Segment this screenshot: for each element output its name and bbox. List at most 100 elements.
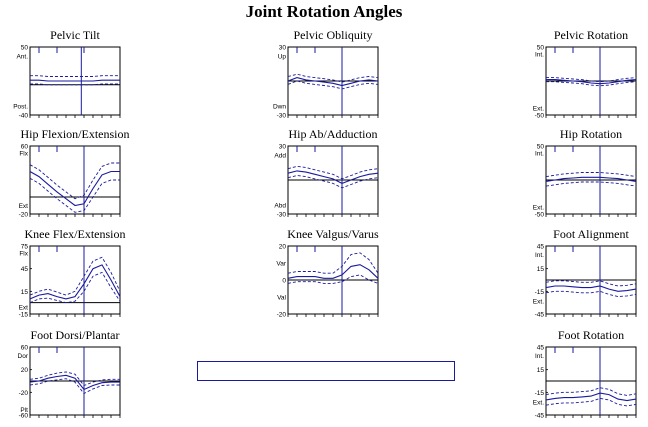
hip-flexion-chart: Hip Flexion/Extension 60 -20 Flx Ext xyxy=(19,127,130,219)
pelvic-obliquity-title: Pelvic Obliquity xyxy=(294,28,373,42)
knee-valgus-ytick-2: -20 xyxy=(277,312,287,319)
hip-flexion-mean-line xyxy=(29,170,120,207)
pelvic-obliquity-upper-band xyxy=(287,73,379,83)
hip-rotation-ylabel-0: Int. xyxy=(535,150,544,157)
foot-dorsi-ytick-2: -20 xyxy=(19,390,29,397)
foot-alignment-mean-line xyxy=(545,285,637,292)
foot-alignment-ylabel-1: Ext. xyxy=(533,299,544,306)
hip-rotation-ytick-0: 50 xyxy=(537,144,545,151)
pelvic-tilt-ytick-1: -40 xyxy=(19,113,29,120)
foot-rotation-title: Foot Rotation xyxy=(558,328,624,342)
hip-flexion-ylabel-0: Flx xyxy=(19,150,28,157)
hip-rotation-upper-band xyxy=(545,172,637,178)
hip-abduction-ytick-1: -30 xyxy=(277,212,287,219)
pelvic-rotation-title: Pelvic Rotation xyxy=(554,28,628,42)
foot-dorsi-title: Foot Dorsi/Plantar xyxy=(31,328,120,342)
pelvic-tilt-ylabel-0: Ant. xyxy=(16,54,28,61)
pelvic-tilt-lower-band xyxy=(30,83,120,86)
foot-dorsi-ylabel-0: Dor xyxy=(18,353,29,360)
pelvic-tilt-chart: Pelvic Tilt 50 -40 Ant. Post. xyxy=(13,28,121,120)
hip-rotation-chart: Hip Rotation 50 -50 Int. Ext. xyxy=(533,127,637,219)
empty-text-box xyxy=(197,361,455,381)
foot-dorsi-ytick-1: 20 xyxy=(21,367,29,374)
knee-flexion-lower-band xyxy=(29,271,121,304)
pelvic-obliquity-ylabel-0: Up xyxy=(278,54,287,61)
foot-rotation-ylabel-1: Ext. xyxy=(533,400,544,407)
foot-rotation-ytick-0: 45 xyxy=(537,345,545,352)
pelvic-rotation-ylabel-0: Int. xyxy=(535,51,544,58)
foot-alignment-ytick-0: 45 xyxy=(537,244,545,251)
hip-abduction-title: Hip Ab/Adduction xyxy=(289,127,378,141)
knee-flexion-ytick-0: 75 xyxy=(21,244,29,251)
pelvic-rotation-ytick-1: -50 xyxy=(535,113,545,120)
knee-valgus-lower-band xyxy=(287,274,379,284)
knee-flexion-title: Knee Flex/Extension xyxy=(25,227,126,241)
foot-alignment-ylabel-0: Int. xyxy=(535,252,544,259)
foot-rotation-ytick-3: -45 xyxy=(535,413,545,420)
foot-alignment-lower-band xyxy=(545,290,637,298)
hip-abduction-ylabel-0: Add xyxy=(274,153,286,160)
foot-dorsi-ylabel-1: Plt xyxy=(20,407,28,414)
page-title: Joint Rotation Angles xyxy=(245,2,403,21)
hip-abduction-mean-line xyxy=(287,170,379,184)
foot-alignment-ytick-1: 15 xyxy=(537,266,545,273)
knee-flexion-ytick-2: 15 xyxy=(21,289,29,296)
pelvic-obliquity-ytick-0: 30 xyxy=(279,45,287,52)
pelvic-tilt-upper-band xyxy=(30,75,120,77)
knee-valgus-ytick-0: 20 xyxy=(279,244,287,251)
pelvic-tilt-title: Pelvic Tilt xyxy=(50,28,100,42)
foot-dorsi-ytick-3: -60 xyxy=(19,413,29,420)
knee-flexion-ylabel-1: Ext xyxy=(19,305,29,312)
pelvic-rotation-chart: Pelvic Rotation 50 -50 Int. Ext. xyxy=(533,28,637,120)
hip-flexion-lower-band xyxy=(29,177,120,213)
foot-rotation-ylabel-0: Int. xyxy=(535,353,544,360)
foot-dorsi-mean-line xyxy=(29,374,120,391)
hip-abduction-upper-band xyxy=(287,165,379,180)
foot-dorsi-lower-band xyxy=(29,378,120,395)
foot-rotation-chart: Foot Rotation 45 15 -15 -45 Int. Ext. xyxy=(533,328,637,420)
foot-alignment-ytick-2: -15 xyxy=(535,289,545,296)
foot-dorsi-upper-band xyxy=(29,371,120,387)
foot-rotation-upper-band xyxy=(545,387,637,396)
hip-rotation-ylabel-1: Ext. xyxy=(533,205,544,212)
pelvic-obliquity-chart: Pelvic Obliquity 30 -30 Up Dwn xyxy=(273,28,379,120)
foot-rotation-ytick-1: 15 xyxy=(537,367,545,374)
hip-rotation-lower-band xyxy=(545,181,637,187)
pelvic-tilt-ytick-0: 50 xyxy=(21,45,29,52)
foot-alignment-upper-band xyxy=(545,280,637,287)
foot-rotation-ytick-2: -15 xyxy=(535,390,545,397)
knee-valgus-upper-band xyxy=(287,252,379,274)
pelvic-rotation-lower-band xyxy=(546,81,637,87)
hip-abduction-ytick-0: 30 xyxy=(279,144,287,151)
foot-alignment-title: Foot Alignment xyxy=(553,227,629,241)
foot-dorsi-ytick-0: 60 xyxy=(21,345,29,352)
knee-flexion-upper-band xyxy=(29,256,121,296)
pelvic-obliquity-ylabel-1: Dwn xyxy=(273,103,286,110)
knee-valgus-mean-line xyxy=(287,264,379,279)
knee-valgus-ylabel-1: Val xyxy=(277,295,286,302)
knee-flexion-mean-line xyxy=(29,264,121,300)
hip-flexion-ylabel-1: Ext xyxy=(19,203,29,210)
pelvic-obliquity-mean-line xyxy=(287,77,379,87)
knee-valgus-ytick-1: 0 xyxy=(282,278,286,285)
knee-flexion-ytick-1: 45 xyxy=(21,266,29,273)
pelvic-tilt-mean-line xyxy=(30,79,120,82)
hip-abduction-ylabel-1: Abd xyxy=(274,202,286,209)
knee-flexion-ylabel-0: Flx xyxy=(19,250,28,257)
pelvic-tilt-ylabel-1: Post. xyxy=(13,103,28,110)
pelvic-rotation-ytick-0: 50 xyxy=(537,45,545,52)
foot-alignment-ytick-3: -45 xyxy=(535,312,545,319)
knee-flexion-ytick-3: -15 xyxy=(19,312,29,319)
foot-rotation-mean-line xyxy=(545,392,637,402)
hip-flexion-ytick-0: 60 xyxy=(21,144,29,151)
foot-rotation-lower-band xyxy=(545,397,637,407)
pelvic-rotation-mean-line xyxy=(546,79,637,85)
pelvic-obliquity-lower-band xyxy=(287,80,379,90)
hip-rotation-title: Hip Rotation xyxy=(560,127,622,141)
hip-rotation-ytick-1: -50 xyxy=(535,212,545,219)
hip-abduction-lower-band xyxy=(287,175,379,189)
hip-flexion-ytick-1: -20 xyxy=(19,212,29,219)
